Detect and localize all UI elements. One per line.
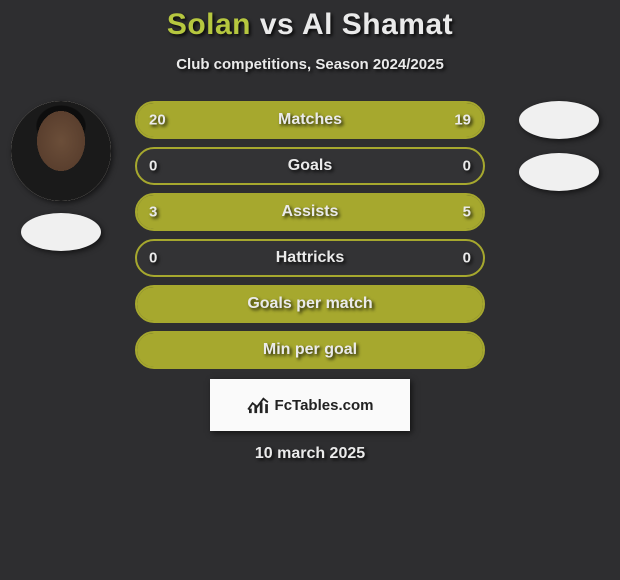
stat-row-min-per-goal: Min per goal [135,331,485,369]
page-title: Solan vs Al Shamat [0,8,620,42]
stat-row-matches: Matches2019 [135,101,485,139]
player2-name: Al Shamat [302,8,453,41]
subtitle: Club competitions, Season 2024/2025 [0,56,620,73]
player1-club-badge [21,213,101,251]
chart-icon [247,396,269,414]
player2-club-badge-top [519,101,599,139]
player1-face-icon [11,101,111,201]
player1-avatar [11,101,111,201]
bar-fill [137,287,483,321]
player-right-column [504,101,614,191]
stat-value-right: 0 [463,158,471,175]
bar-fill-right [313,103,483,137]
bar-fill-left [137,103,313,137]
stat-label: Goals [137,157,483,175]
stat-row-goals-per-match: Goals per match [135,285,485,323]
player2-club-badge-bottom [519,153,599,191]
stat-row-goals: Goals0 0 [135,147,485,185]
date-text: 10 march 2025 [0,445,620,463]
stat-value-right: 0 [463,250,471,267]
comparison-card: Solan vs Al Shamat Club competitions, Se… [0,0,620,463]
stat-value-left: 0 [149,158,157,175]
player1-name: Solan [167,8,251,41]
stat-row-hattricks: Hattricks0 0 [135,239,485,277]
stat-value-left: 0 [149,250,157,267]
bar-fill-right [268,195,483,229]
stat-label: Hattricks [137,249,483,267]
vs-text: vs [260,8,294,41]
stat-bars: Matches2019Goals00Assists35Hattricks00Go… [135,101,485,369]
player-left-column [6,101,116,251]
brand-text: FcTables.com [275,397,374,414]
bar-fill [137,333,483,367]
stats-area: Matches2019Goals00Assists35Hattricks00Go… [0,101,620,369]
stat-row-assists: Assists35 [135,193,485,231]
branding-badge[interactable]: FcTables.com [210,379,410,431]
bar-fill-left [137,195,268,229]
